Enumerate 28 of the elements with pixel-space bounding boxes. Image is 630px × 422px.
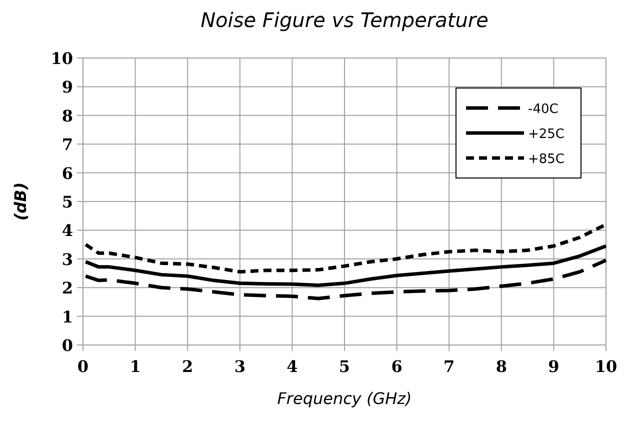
legend-label: -40C <box>528 102 558 117</box>
x-tick-label: 5 <box>338 357 350 376</box>
y-tick-label: 8 <box>62 106 73 126</box>
x-axis-title: Frequency (GHz) <box>277 389 412 408</box>
y-tick-label: 1 <box>62 307 73 326</box>
x-tick-label: 9 <box>548 357 560 376</box>
x-tick-label: 1 <box>130 357 141 376</box>
x-tick-label: 2 <box>182 357 194 376</box>
y-tick-label: 3 <box>62 250 73 269</box>
y-tick-label: 7 <box>62 135 73 154</box>
x-tick-label: 7 <box>444 357 455 376</box>
y-tick-label: 2 <box>62 278 73 298</box>
y-tick-label: 9 <box>62 78 73 97</box>
legend-label: +85C <box>528 152 565 167</box>
x-tick-label: 8 <box>496 357 507 376</box>
y-tick-label: 0 <box>62 336 73 355</box>
y-tick-label: 10 <box>50 49 73 68</box>
legend-label: +25C <box>528 127 565 142</box>
y-tick-label: 4 <box>62 221 73 240</box>
y-tick-label: 6 <box>62 164 73 183</box>
x-tick-label: 4 <box>286 357 298 376</box>
chart-title: Noise Figure vs Temperature <box>200 8 488 32</box>
y-tick-label: 5 <box>62 192 73 212</box>
y-axis-title: (dB) <box>11 182 30 221</box>
x-tick-label: 6 <box>391 357 402 376</box>
x-tick-label: 3 <box>234 357 246 376</box>
x-tick-label: 10 <box>594 357 618 376</box>
x-tick-label: 0 <box>77 357 89 376</box>
